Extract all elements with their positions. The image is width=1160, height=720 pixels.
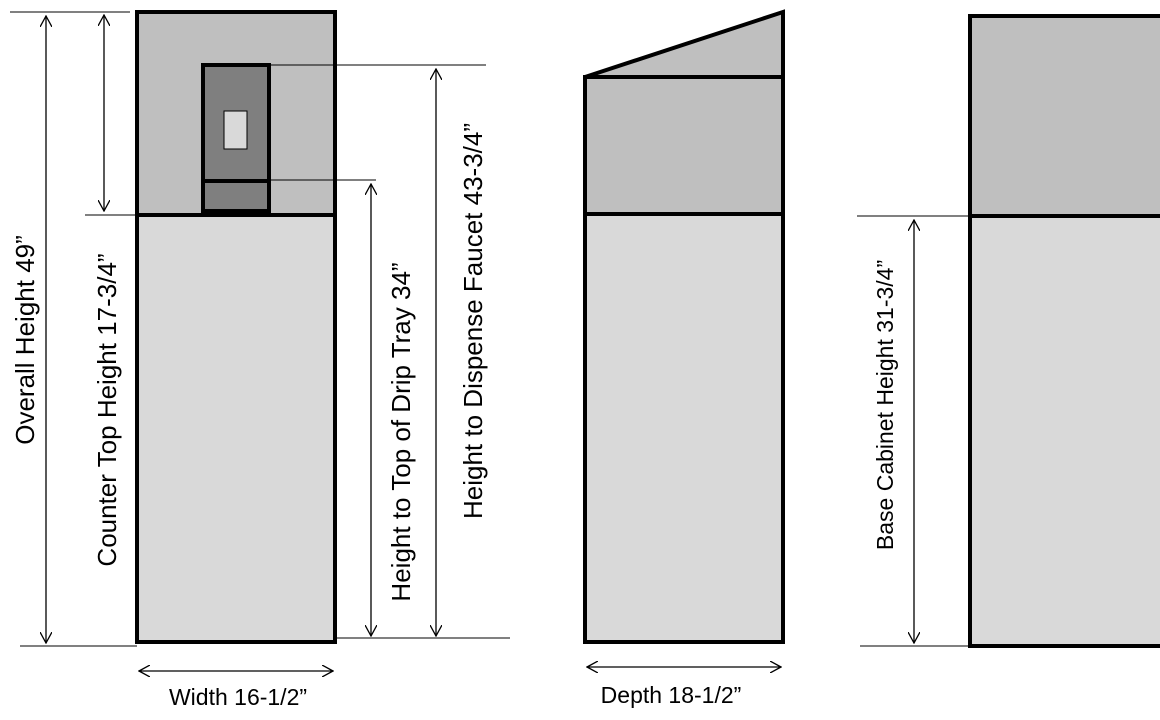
depth-label: Depth 18-1/2” [601, 682, 742, 708]
dispense-faucet-height-label: Height to Dispense Faucet 43-3/4” [458, 123, 488, 519]
front-extension-lines [10, 11, 510, 647]
cabinet-upper-panel [968, 14, 1160, 218]
side-upper-panel [583, 75, 785, 216]
cabinet-view [968, 14, 1160, 648]
front-base-cabinet [135, 213, 337, 644]
front-view [135, 10, 337, 644]
side-view [583, 9, 785, 644]
overall-height-label: Overall Height 49” [10, 235, 40, 445]
counter-top-height-label: Counter Top Height 17-3/4” [92, 253, 122, 566]
dispenser-window [223, 110, 248, 150]
cabinet-extension-lines [857, 215, 970, 647]
cabinet-base [968, 214, 1160, 648]
base-cabinet-height-label: Base Cabinet Height 31-3/4” [872, 260, 898, 550]
side-top-slope [584, 9, 785, 79]
drip-tray-height-label: Height to Top of Drip Tray 34” [386, 262, 416, 601]
width-label: Width 16-1/2” [169, 684, 307, 710]
side-base-cabinet [583, 212, 785, 644]
front-dimension-arrows [46, 15, 436, 671]
